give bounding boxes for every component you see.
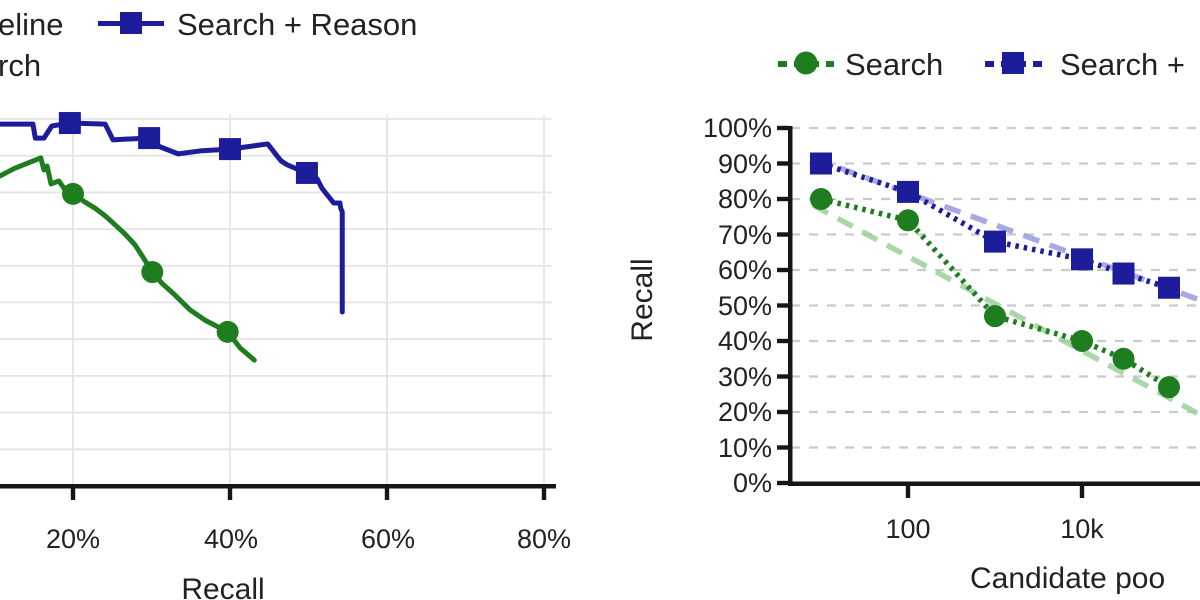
x-tick-mark	[227, 487, 233, 500]
circle-marker	[897, 209, 919, 232]
series-line-search-reason	[0, 120, 345, 315]
right-y-tick-10: 10%	[718, 433, 772, 463]
legend-square-icon	[1002, 52, 1024, 74]
x-tick-mark	[70, 487, 76, 500]
right-y-tick-50: 50%	[718, 291, 772, 321]
y-tick-mark	[777, 232, 789, 237]
square-marker	[1158, 276, 1180, 299]
right-legend-search-marker-icon	[778, 51, 834, 75]
left-legend-search-reason-label: Search + Reason	[177, 7, 417, 42]
left-chart-series	[0, 112, 345, 363]
y-tick-mark	[777, 409, 789, 415]
left-chart-gridlines	[0, 115, 552, 484]
left-x-axis-label: Recall	[181, 573, 264, 600]
series-line-search	[820, 196, 1171, 390]
right-y-tick-90: 90%	[718, 149, 772, 179]
square-marker	[219, 138, 241, 161]
legend-circle-icon	[794, 51, 818, 75]
left-legend-search-label-fragment: rch	[0, 48, 41, 83]
right-legend-search-reason-marker-icon	[985, 52, 1042, 74]
left-x-tick-40: 40%	[204, 524, 258, 554]
x-tick-mark	[905, 485, 911, 498]
y-tick-mark	[777, 445, 789, 450]
y-tick-mark	[777, 267, 789, 273]
square-marker	[1112, 262, 1135, 285]
x-tick-mark	[541, 487, 547, 500]
y-tick-mark	[777, 374, 789, 379]
left-legend-search-reason-marker-icon	[98, 12, 164, 34]
circle-marker	[1071, 330, 1093, 352]
left-x-axis-ticks	[70, 487, 547, 500]
right-y-tick-60: 60%	[718, 255, 772, 285]
circle-marker	[141, 261, 164, 284]
series-line-search	[0, 155, 257, 363]
right-y-tick-100: 100%	[703, 113, 772, 143]
left-x-tick-60: 60%	[361, 524, 415, 554]
circle-marker	[62, 182, 84, 205]
square-marker	[897, 180, 919, 203]
left-x-tick-20: 20%	[46, 524, 100, 554]
right-x-axis-label-fragment: Candidate poo	[970, 562, 1165, 595]
right-chart-trend-lines	[811, 155, 1200, 418]
right-y-tick-70: 70%	[718, 220, 772, 250]
right-y-tick-20: 20%	[718, 397, 772, 427]
left-legend: eline Search + Reason rch	[0, 7, 417, 83]
circle-marker	[810, 188, 832, 210]
y-tick-mark	[777, 338, 789, 344]
right-x-tick-100: 100	[885, 514, 930, 544]
right-x-tick-10k: 10k	[1060, 514, 1104, 544]
right-y-tick-0: 0%	[733, 468, 772, 498]
right-chart-series	[810, 152, 1180, 399]
circle-marker	[1158, 376, 1180, 399]
square-marker	[58, 112, 81, 135]
x-tick-mark	[384, 487, 390, 500]
y-tick-mark	[777, 480, 789, 486]
right-x-axis	[788, 481, 1200, 486]
right-chart-gridlines	[791, 126, 1200, 449]
right-y-tick-30: 30%	[718, 362, 772, 392]
right-legend: Search Search +	[778, 47, 1185, 82]
square-marker	[138, 127, 161, 150]
circle-marker	[1112, 347, 1135, 370]
y-tick-mark	[777, 125, 789, 131]
square-marker	[295, 161, 318, 184]
right-y-axis	[788, 126, 793, 486]
right-y-tick-80: 80%	[718, 184, 772, 214]
circle-marker	[216, 320, 239, 343]
y-tick-mark	[777, 161, 789, 166]
square-marker	[810, 152, 832, 175]
right-axis-ticks	[777, 125, 1085, 498]
square-marker	[984, 230, 1006, 253]
left-x-tick-80: 80%	[517, 524, 571, 554]
right-y-tick-40: 40%	[718, 326, 772, 356]
left-legend-baseline-label-fragment: eline	[0, 7, 64, 42]
y-tick-mark	[777, 196, 789, 202]
left-x-axis	[0, 484, 556, 489]
right-y-axis-label: Recall	[626, 258, 659, 341]
square-marker	[1071, 248, 1093, 271]
y-tick-mark	[777, 303, 789, 308]
legend-square-icon	[120, 12, 142, 34]
x-tick-mark	[1079, 485, 1085, 498]
trend-line-search-fit	[811, 202, 1200, 418]
trend-line-search-reason-fit	[812, 155, 1200, 303]
right-legend-search-label: Search	[845, 47, 943, 82]
circle-marker	[984, 305, 1006, 328]
right-legend-search-reason-label-fragment: Search +	[1060, 47, 1185, 82]
